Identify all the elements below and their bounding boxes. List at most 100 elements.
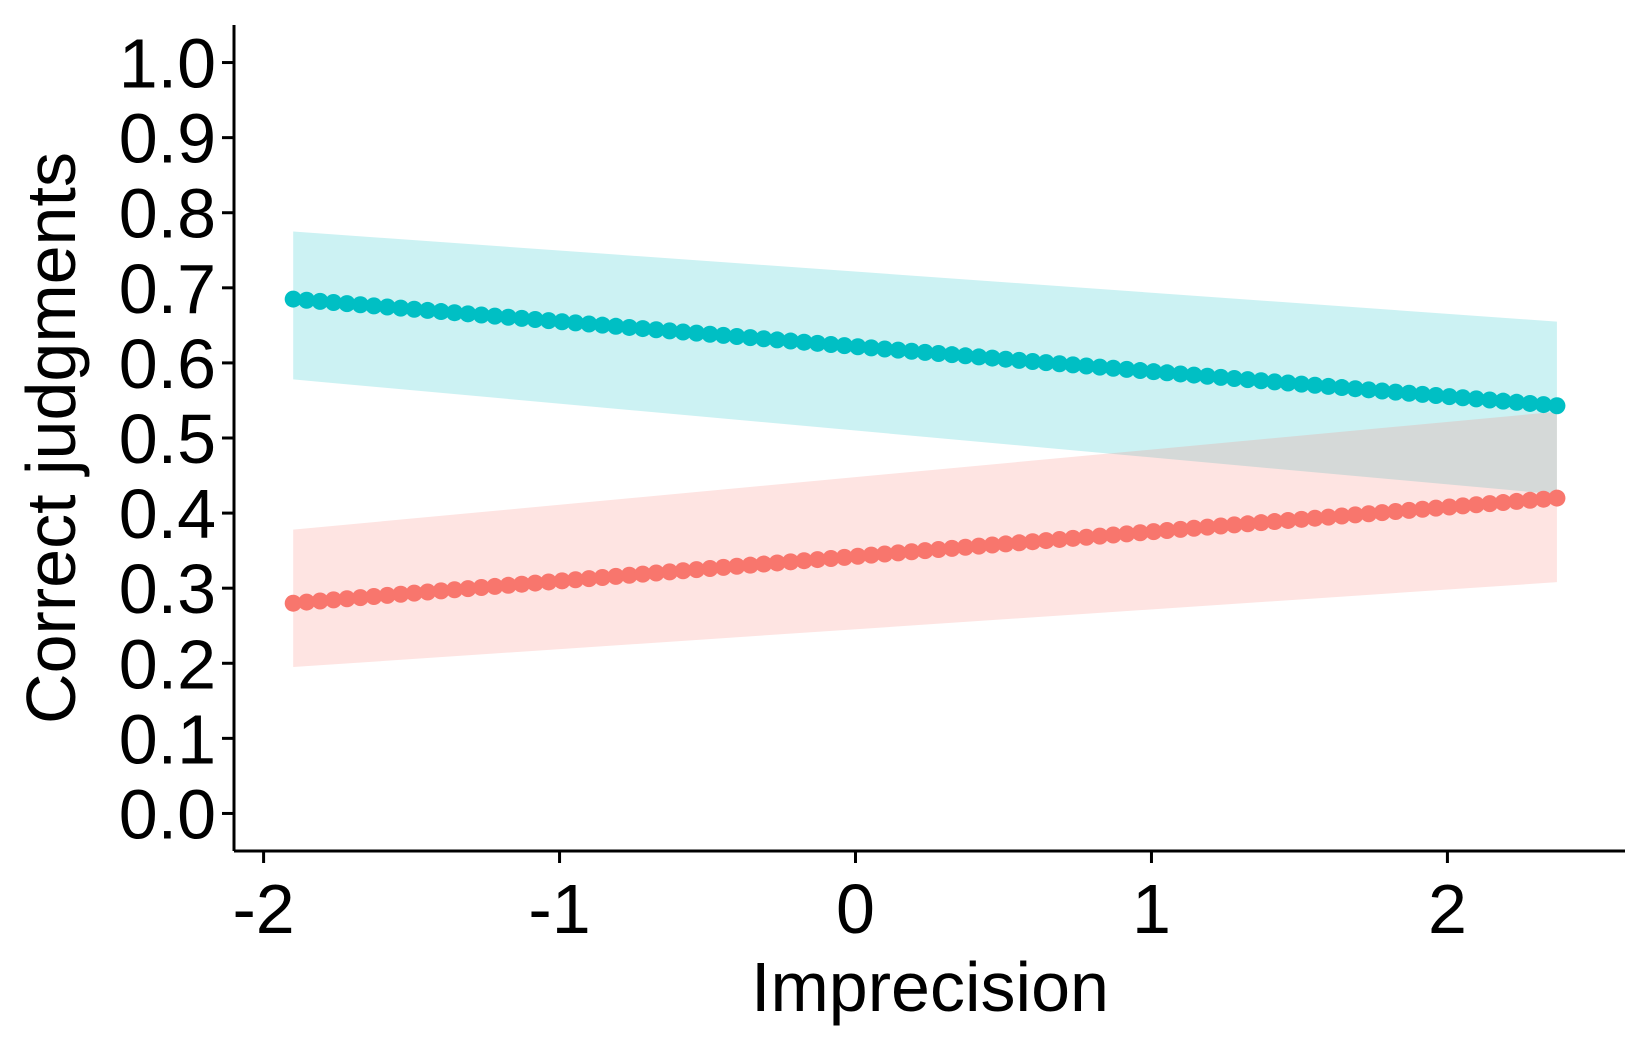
salmon-data-point bbox=[365, 587, 383, 605]
teal-data-point bbox=[1185, 366, 1203, 384]
salmon-data-point bbox=[1346, 506, 1364, 524]
salmon-data-point bbox=[338, 590, 356, 608]
salmon-data-point bbox=[728, 557, 746, 575]
salmon-data-point bbox=[674, 562, 692, 580]
salmon-data-point bbox=[325, 591, 343, 609]
teal-data-point bbox=[930, 345, 947, 363]
salmon-data-point bbox=[392, 585, 410, 603]
salmon-data-point bbox=[378, 586, 396, 604]
salmon-data-point bbox=[701, 560, 719, 578]
salmon-data-point bbox=[1172, 520, 1189, 538]
salmon-data-point bbox=[1131, 524, 1149, 542]
salmon-data-point bbox=[943, 539, 961, 557]
salmon-data-point bbox=[526, 574, 544, 592]
salmon-data-point bbox=[1118, 525, 1136, 543]
y-tick-label: 0.7 bbox=[119, 250, 216, 328]
teal-data-point bbox=[1292, 375, 1310, 393]
salmon-data-point bbox=[513, 575, 531, 593]
y-tick-label: 0.0 bbox=[119, 775, 216, 853]
teal-data-point bbox=[1131, 362, 1149, 380]
teal-data-point bbox=[983, 349, 1001, 367]
teal-data-point bbox=[513, 309, 531, 327]
teal-data-point bbox=[1091, 358, 1109, 376]
teal-data-point bbox=[1104, 359, 1122, 377]
teal-data-point bbox=[916, 343, 934, 361]
salmon-data-point bbox=[1051, 530, 1068, 548]
salmon-data-point bbox=[472, 579, 490, 597]
teal-data-point bbox=[741, 329, 759, 347]
teal-data-point bbox=[446, 304, 464, 322]
salmon-data-point bbox=[1292, 510, 1310, 528]
teal-data-point bbox=[607, 317, 625, 335]
y-tick-label: 1.0 bbox=[119, 25, 216, 103]
teal-data-point bbox=[540, 312, 558, 330]
teal-data-point bbox=[405, 300, 423, 318]
teal-data-point bbox=[567, 314, 585, 332]
teal-data-point bbox=[661, 322, 679, 340]
teal-data-point bbox=[1158, 364, 1176, 382]
teal-data-point bbox=[1454, 389, 1472, 407]
teal-data-point bbox=[1508, 393, 1526, 411]
teal-data-point bbox=[419, 301, 437, 319]
salmon-data-point bbox=[540, 573, 558, 591]
y-tick-label: 0.6 bbox=[119, 325, 216, 403]
salmon-data-point bbox=[970, 537, 988, 555]
salmon-data-point bbox=[1077, 528, 1095, 546]
teal-data-point bbox=[1172, 365, 1189, 383]
salmon-data-point bbox=[298, 593, 316, 611]
teal-data-point bbox=[593, 316, 611, 334]
salmon-data-point bbox=[956, 538, 974, 556]
salmon-data-point bbox=[741, 556, 759, 574]
salmon-data-point bbox=[835, 548, 853, 566]
teal-data-point bbox=[1279, 374, 1297, 392]
salmon-data-point bbox=[822, 549, 840, 567]
teal-data-point bbox=[634, 320, 652, 338]
salmon-data-point bbox=[284, 594, 302, 612]
teal-data-point bbox=[701, 325, 719, 343]
salmon-data-point bbox=[580, 570, 598, 588]
x-tick-label: 1 bbox=[1132, 870, 1171, 948]
teal-data-point bbox=[943, 346, 961, 364]
salmon-data-point bbox=[1413, 500, 1431, 518]
salmon-data-point bbox=[1467, 496, 1485, 514]
teal-data-point bbox=[1427, 387, 1445, 404]
salmon-data-point bbox=[607, 567, 625, 585]
teal-data-point bbox=[889, 341, 907, 359]
salmon-data-point bbox=[849, 547, 867, 565]
salmon-data-point bbox=[1494, 494, 1512, 512]
teal-data-point bbox=[1266, 373, 1284, 391]
salmon-data-point bbox=[1024, 533, 1042, 551]
teal-data-point bbox=[378, 298, 396, 316]
salmon-data-point bbox=[782, 553, 800, 571]
teal-data-point bbox=[1400, 384, 1418, 402]
teal-data-point bbox=[553, 313, 571, 331]
teal-data-point bbox=[1239, 371, 1257, 389]
salmon-data-point bbox=[499, 576, 517, 594]
teal-data-point bbox=[1024, 352, 1042, 370]
teal-data-point bbox=[325, 293, 343, 311]
salmon-data-point bbox=[1333, 507, 1351, 525]
teal-data-point bbox=[782, 332, 800, 350]
x-tick-label: -1 bbox=[528, 870, 590, 948]
teal-data-point bbox=[674, 323, 692, 341]
salmon-data-point bbox=[1185, 519, 1203, 537]
salmon-data-point bbox=[809, 551, 827, 569]
teal-data-point bbox=[432, 303, 450, 321]
salmon-data-point bbox=[486, 577, 504, 595]
teal-data-point bbox=[1145, 363, 1163, 381]
x-ticks: -2 -1 0 1 2 bbox=[232, 851, 1467, 948]
salmon-data-point bbox=[688, 561, 706, 579]
teal-data-point bbox=[714, 326, 732, 344]
salmon-data-point bbox=[1548, 489, 1566, 507]
salmon-data-point bbox=[351, 589, 369, 607]
salmon-data-point bbox=[795, 552, 813, 570]
salmon-data-point bbox=[634, 565, 652, 583]
y-tick-label: 0.4 bbox=[119, 475, 216, 553]
teal-data-point bbox=[1481, 391, 1499, 409]
salmon-data-point bbox=[1158, 522, 1176, 540]
teal-data-point bbox=[755, 330, 773, 348]
salmon-data-point bbox=[1145, 523, 1163, 541]
x-axis-title: Imprecision bbox=[751, 948, 1109, 1026]
salmon-data-point bbox=[916, 542, 934, 560]
teal-data-point bbox=[351, 296, 369, 314]
